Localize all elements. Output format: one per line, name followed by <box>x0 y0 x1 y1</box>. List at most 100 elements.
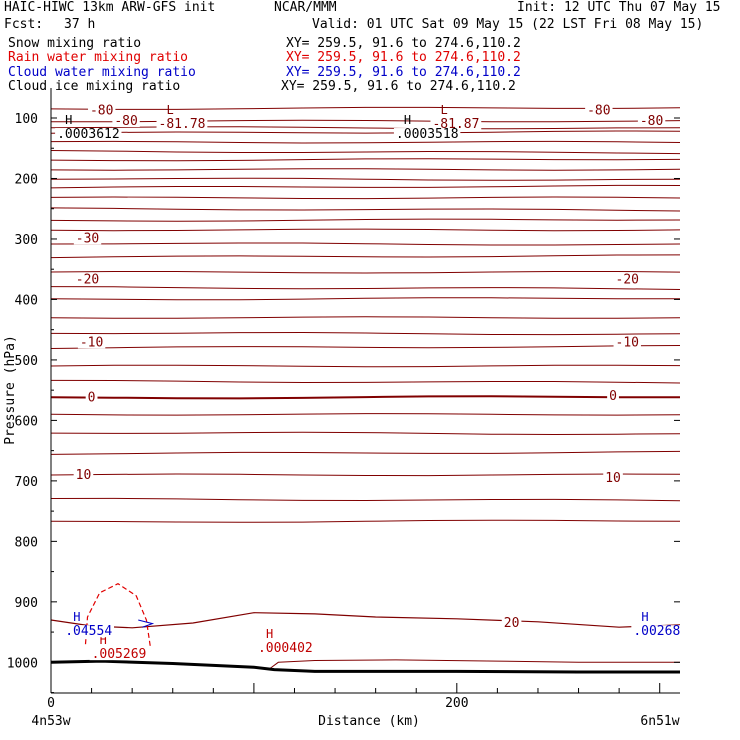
field-rain-name: Rain water mixing ratio <box>8 50 189 65</box>
contour-label: 10 <box>76 468 92 483</box>
isotherm-line <box>50 297 680 301</box>
forecast-hours: 37 h <box>64 17 96 32</box>
temperature-low-symbol: L <box>167 103 174 117</box>
temperature-low-value: -81.78 <box>159 117 206 132</box>
y-axis-label: Pressure (hPa) <box>3 335 18 445</box>
rain-max-value: .005269 <box>92 647 147 662</box>
isotherm-line <box>50 473 681 477</box>
contour-label: 0 <box>88 390 96 405</box>
contour-label-bg <box>77 336 106 349</box>
x-axis-label: Distance (km) <box>318 714 420 729</box>
y-tick-label: 400 <box>15 293 38 308</box>
rain-max-symbol: H <box>266 627 273 641</box>
isotherm-line <box>50 158 681 162</box>
contour-label: -80 <box>640 114 663 129</box>
org-label: NCAR/MMM <box>274 0 337 15</box>
contour-label: -20 <box>76 272 99 287</box>
contour-label: -80 <box>587 104 610 119</box>
valid-time: Valid: 01 UTC Sat 09 May 15 (22 LST Fri … <box>312 17 704 32</box>
cloud-water-max-value: .04554 <box>65 624 112 639</box>
chart-annotations: -80 -80-80 -80-30-20 -20-10 -100 010 1020L-81.… <box>55 103 683 662</box>
rain-max-value: .000402 <box>258 641 313 656</box>
isotherm-line <box>50 345 681 349</box>
contour-label: -80 <box>90 104 113 119</box>
contour-label: -80 <box>114 114 137 129</box>
temperature-low-value: -81.87 <box>432 117 479 132</box>
forecast-label: Fcst: <box>4 17 44 32</box>
isotherm-line <box>50 413 681 416</box>
cloud-water-max-symbol: H <box>73 610 80 624</box>
x-tick-label: 200 <box>445 696 468 711</box>
isotherm-line <box>50 242 681 246</box>
isotherm-line <box>50 286 681 290</box>
y-tick-label: 700 <box>15 475 38 490</box>
snow-max-symbol: H <box>404 113 411 127</box>
contour-label-bg <box>112 115 140 128</box>
isotherm-line <box>50 450 681 455</box>
contour-label-bg <box>88 104 116 117</box>
cloud-water-max-symbol: H <box>641 610 648 624</box>
y-tick-label: 100 <box>15 112 38 127</box>
isotherm-line <box>50 168 681 171</box>
cloud-water-max-value: .00268 <box>633 624 680 639</box>
isotherm-line <box>50 254 681 259</box>
contour-label: -10 <box>616 335 639 350</box>
contour-label-bg <box>73 468 94 481</box>
rain-contour-line <box>84 583 151 648</box>
snow-max-value: .0003612 <box>57 127 120 142</box>
y-tick-label: 200 <box>15 172 38 187</box>
contour-label: -30 <box>76 231 99 246</box>
rain-max-symbol: H <box>100 633 107 647</box>
isotherm-line <box>50 497 681 502</box>
contour-label-bg <box>603 471 623 484</box>
y-tick-label: 800 <box>15 535 38 550</box>
contour-label-bg <box>73 273 102 286</box>
isotherm-line <box>50 106 681 110</box>
isotherm-line <box>50 177 681 181</box>
cloud-water-contour-line <box>138 619 155 628</box>
snow-max-value: .0003518 <box>396 127 459 142</box>
y-tick-label: 900 <box>15 596 38 611</box>
contour-label-bg <box>613 336 641 349</box>
temperature-low-symbol: L <box>440 103 447 117</box>
field-cloudice-xy: XY= 259.5, 91.6 to 274.6,110.2 <box>281 79 516 94</box>
contour-label: 0 <box>609 389 617 404</box>
isotherm-line <box>50 130 681 134</box>
contour-label-bg <box>85 391 98 404</box>
isotherm-line <box>50 331 681 336</box>
x-tick-label: 0 <box>47 696 55 711</box>
contour-label: 20 <box>504 616 520 631</box>
field-cloudwater-name: Cloud water mixing ratio <box>8 65 196 80</box>
isotherm-line <box>50 150 681 155</box>
isotherm-line <box>50 364 681 368</box>
field-snow-name: Snow mixing ratio <box>8 36 142 51</box>
temperature-low-value-bg <box>156 117 208 130</box>
isotherm-surface-line <box>269 659 680 669</box>
field-rain-xy: XY= 259.5, 91.6 to 274.6,110.2 <box>286 50 521 65</box>
contour-label-bg <box>607 390 619 403</box>
rain-max-value-bg <box>255 642 315 655</box>
contour-label-bg <box>613 273 641 286</box>
contour-label-bg <box>73 232 102 245</box>
isotherm-line <box>50 196 681 200</box>
isotherm-line <box>50 228 681 232</box>
isotherm-20-line <box>50 612 681 629</box>
init-time: Init: 12 UTC Thu 07 May 15 <box>517 0 721 15</box>
contour-label: -10 <box>80 335 103 350</box>
x-endpoint-left: 4n53w <box>31 714 70 729</box>
isotherm-line <box>50 207 681 212</box>
contour-label: 10 <box>605 471 621 486</box>
isotherm-line <box>50 140 681 144</box>
isotherm-line <box>50 119 681 123</box>
y-tick-label: 300 <box>15 233 38 248</box>
x-endpoint-right: 6n51w <box>640 714 679 729</box>
y-tick-label: 600 <box>15 414 38 429</box>
temperature-contours <box>50 106 681 523</box>
isotherm-line <box>50 395 681 400</box>
isotherm-line <box>50 126 681 130</box>
rain-max-value-bg <box>89 648 149 661</box>
terrain-surface-line <box>50 659 680 674</box>
y-tick-label: 500 <box>15 354 38 369</box>
